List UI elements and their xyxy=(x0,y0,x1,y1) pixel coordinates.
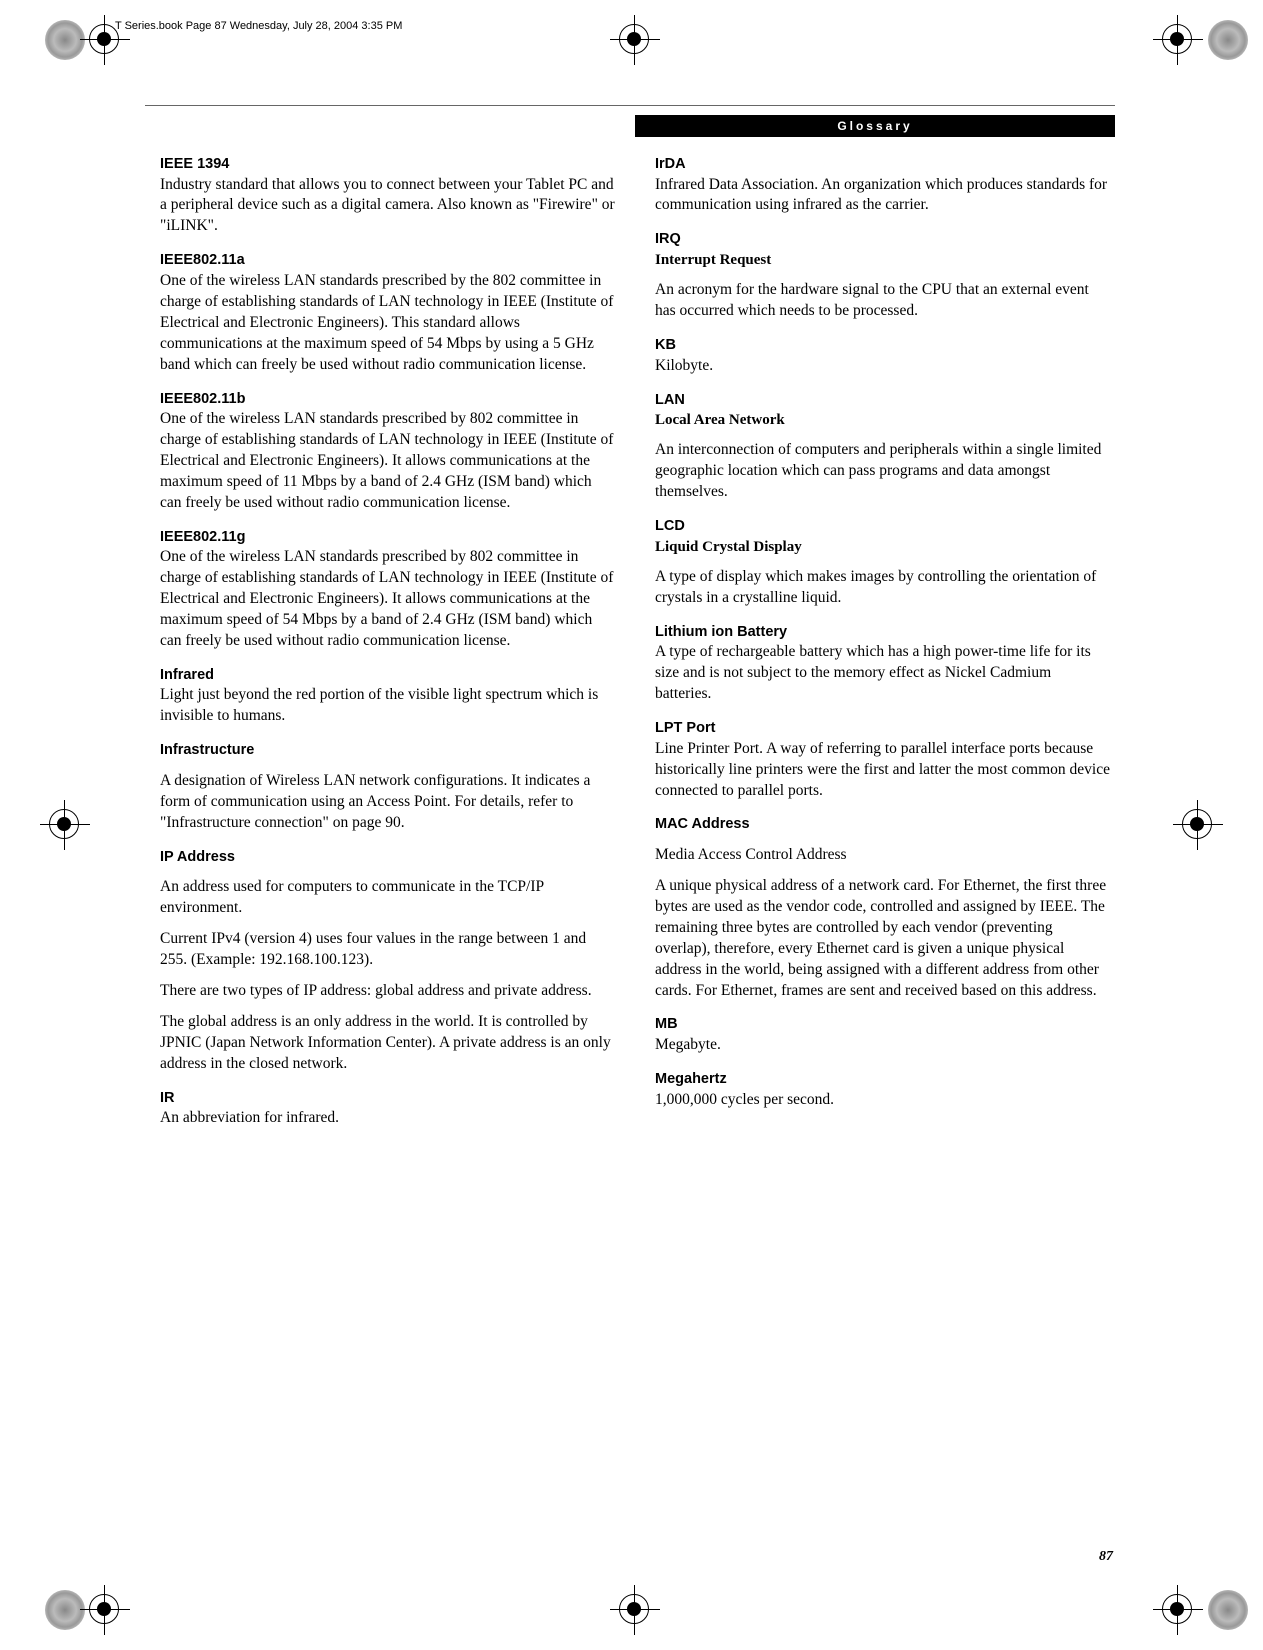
content-divider xyxy=(145,105,1115,106)
glossary-definition: Infrared Data Association. An organizati… xyxy=(655,175,1110,217)
crop-mark xyxy=(600,1575,670,1645)
right-column: IrDAInfrared Data Association. An organi… xyxy=(655,155,1110,1143)
glossary-paragraph: An address used for computers to communi… xyxy=(160,877,615,919)
glossary-entry: LANLocal Area Network An interconnection … xyxy=(655,391,1110,504)
glossary-term: LPT Port xyxy=(655,719,1110,739)
glossary-term: MB xyxy=(655,1015,1110,1035)
glossary-term: MAC Address xyxy=(655,815,1110,835)
glossary-paragraph: A type of display which makes images by … xyxy=(655,567,1110,609)
glossary-definition: One of the wireless LAN standards prescr… xyxy=(160,271,615,376)
glossary-term: IR xyxy=(160,1089,615,1109)
glossary-subterm: Liquid Crystal Display xyxy=(655,537,1110,557)
glossary-subterm: Interrupt Request xyxy=(655,250,1110,270)
glossary-entry: Infrastructure A designation of Wireless … xyxy=(160,741,615,833)
crop-mark xyxy=(1163,1575,1233,1645)
glossary-entry: MAC Address Media Access Control Address A… xyxy=(655,815,1110,1001)
glossary-term: Infrastructure xyxy=(160,741,615,761)
glossary-entry: IrDAInfrared Data Association. An organi… xyxy=(655,155,1110,216)
glossary-entry: IEEE 1394Industry standard that allows y… xyxy=(160,155,615,237)
crop-mark xyxy=(1163,5,1233,75)
glossary-term: Megahertz xyxy=(655,1070,1110,1090)
glossary-definition: 1,000,000 cycles per second. xyxy=(655,1090,1110,1111)
glossary-term: Lithium ion Battery xyxy=(655,623,1110,643)
glossary-term: IEEE802.11a xyxy=(160,251,615,271)
glossary-definition: Kilobyte. xyxy=(655,356,1110,377)
glossary-term: KB xyxy=(655,336,1110,356)
glossary-columns: IEEE 1394Industry standard that allows y… xyxy=(160,155,1110,1143)
glossary-entry: LCDLiquid Crystal Display A type of displ… xyxy=(655,517,1110,609)
glossary-definition: Industry standard that allows you to con… xyxy=(160,175,615,238)
glossary-paragraph: A unique physical address of a network c… xyxy=(655,876,1110,1002)
glossary-definition: One of the wireless LAN standards prescr… xyxy=(160,409,615,514)
glossary-term: IrDA xyxy=(655,155,1110,175)
glossary-definition: An abbreviation for infrared. xyxy=(160,1108,615,1129)
glossary-entry: Megahertz1,000,000 cycles per second. xyxy=(655,1070,1110,1110)
glossary-entry: IRQInterrupt Request An acronym for the h… xyxy=(655,230,1110,322)
glossary-paragraph: An acronym for the hardware signal to th… xyxy=(655,280,1110,322)
glossary-term: Infrared xyxy=(160,666,615,686)
page-number: 87 xyxy=(1099,1549,1113,1565)
glossary-entry: KBKilobyte. xyxy=(655,336,1110,376)
section-header: Glossary xyxy=(635,115,1115,137)
glossary-entry: IP Address An address used for computers … xyxy=(160,848,615,1075)
glossary-term: IEEE802.11b xyxy=(160,390,615,410)
left-column: IEEE 1394Industry standard that allows y… xyxy=(160,155,615,1143)
glossary-definition: Line Printer Port. A way of referring to… xyxy=(655,739,1110,802)
glossary-subterm: Local Area Network xyxy=(655,410,1110,430)
glossary-term: IP Address xyxy=(160,848,615,868)
glossary-term: LCD xyxy=(655,517,1110,537)
glossary-paragraph: A designation of Wireless LAN network co… xyxy=(160,771,615,834)
glossary-definition: A type of rechargeable battery which has… xyxy=(655,642,1110,705)
glossary-entry: LPT PortLine Printer Port. A way of refe… xyxy=(655,719,1110,801)
glossary-paragraph: An interconnection of computers and peri… xyxy=(655,440,1110,503)
crop-mark xyxy=(30,1575,100,1645)
glossary-paragraph: There are two types of IP address: globa… xyxy=(160,981,615,1002)
glossary-entry: IEEE802.11gOne of the wireless LAN stand… xyxy=(160,528,615,652)
crop-mark xyxy=(1163,790,1233,860)
glossary-definition: Light just beyond the red portion of the… xyxy=(160,685,615,727)
glossary-entry: IEEE802.11bOne of the wireless LAN stand… xyxy=(160,390,615,514)
glossary-term: IRQ xyxy=(655,230,1110,250)
glossary-entry: IEEE802.11aOne of the wireless LAN stand… xyxy=(160,251,615,375)
glossary-entry: InfraredLight just beyond the red portio… xyxy=(160,666,615,727)
crop-mark xyxy=(30,790,100,860)
crop-mark xyxy=(600,5,670,75)
glossary-entry: IRAn abbreviation for infrared. xyxy=(160,1089,615,1129)
page-header: T Series.book Page 87 Wednesday, July 28… xyxy=(115,20,402,32)
glossary-entry: Lithium ion BatteryA type of rechargeabl… xyxy=(655,623,1110,705)
glossary-definition: Megabyte. xyxy=(655,1035,1110,1056)
glossary-paragraph: Current IPv4 (version 4) uses four value… xyxy=(160,929,615,971)
crop-mark xyxy=(30,5,100,75)
glossary-term: IEEE802.11g xyxy=(160,528,615,548)
glossary-term: IEEE 1394 xyxy=(160,155,615,175)
glossary-paragraph: Media Access Control Address xyxy=(655,845,1110,866)
glossary-term: LAN xyxy=(655,391,1110,411)
glossary-definition: One of the wireless LAN standards prescr… xyxy=(160,547,615,652)
glossary-paragraph: The global address is an only address in… xyxy=(160,1012,615,1075)
glossary-entry: MBMegabyte. xyxy=(655,1015,1110,1055)
